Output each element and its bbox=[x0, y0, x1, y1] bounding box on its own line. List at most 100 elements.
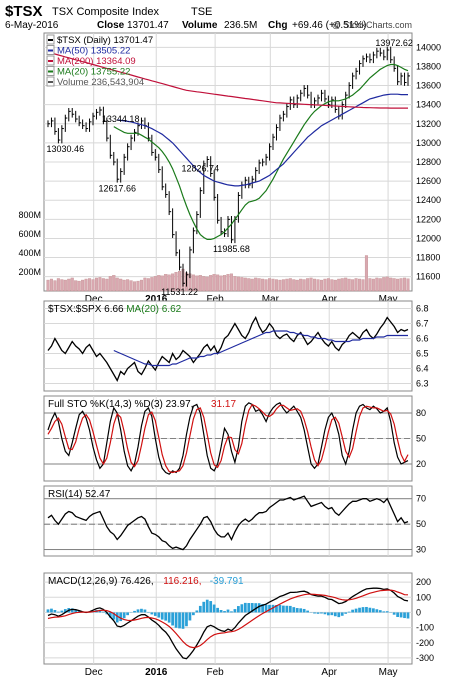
macd-histogram-bar bbox=[285, 606, 288, 613]
y-tick-label: 20 bbox=[416, 459, 426, 469]
macd-histogram-bar bbox=[182, 612, 185, 628]
y-tick-label: 50 bbox=[416, 434, 426, 444]
legend-label-hist: -39.791 bbox=[210, 576, 244, 587]
macd-histogram-bar bbox=[189, 612, 192, 620]
macd-histogram-bar bbox=[303, 609, 306, 612]
volume-bar bbox=[261, 279, 264, 291]
y-tick-label: 70 bbox=[416, 494, 426, 504]
volume-bar bbox=[251, 279, 254, 291]
price-annotation: 12826.74 bbox=[182, 163, 220, 173]
macd-histogram-bar bbox=[313, 612, 316, 613]
volume-bar bbox=[407, 279, 410, 291]
macd-histogram-bar bbox=[168, 612, 171, 622]
macd-histogram-bar bbox=[320, 612, 323, 613]
volume-bar bbox=[147, 278, 150, 291]
macd-histogram-bar bbox=[171, 612, 174, 625]
y-tick-label: 6.4 bbox=[416, 364, 429, 374]
volume-bar bbox=[289, 278, 292, 291]
macd-histogram-bar bbox=[365, 607, 368, 612]
macd-histogram-bar bbox=[334, 612, 337, 616]
volume-bar bbox=[310, 278, 313, 291]
y-tick-label: 13400 bbox=[416, 100, 441, 110]
volume-bar bbox=[112, 275, 115, 291]
volume-bar bbox=[258, 278, 261, 291]
macd-histogram-bar bbox=[386, 611, 389, 612]
macd-histogram-bar bbox=[330, 612, 333, 615]
date-text: 6-May-2016 bbox=[5, 20, 59, 31]
macd-histogram-bar bbox=[140, 609, 143, 613]
macd-histogram-bar bbox=[195, 610, 198, 612]
macd-histogram-bar bbox=[137, 609, 140, 612]
volume-bar bbox=[199, 275, 202, 291]
volume-bar bbox=[109, 276, 112, 291]
volume-bar bbox=[154, 276, 157, 291]
y-tick-label: 30 bbox=[416, 545, 426, 555]
volume-bar bbox=[150, 277, 153, 291]
volume-bar bbox=[369, 278, 372, 291]
y-tick-label: 100 bbox=[416, 592, 431, 602]
legend-label-ma200: MA(200) 13364.09 bbox=[57, 56, 136, 67]
volume-bar bbox=[296, 280, 299, 291]
macd-histogram-bar bbox=[50, 609, 53, 613]
volume-bar bbox=[268, 278, 271, 291]
volume-bar bbox=[67, 279, 70, 291]
macd-histogram-bar bbox=[282, 606, 285, 613]
y-tick-label: 6.7 bbox=[416, 319, 429, 329]
macd-histogram-bar bbox=[54, 610, 57, 612]
legend-label-ma20: MA(20) 6.62 bbox=[126, 304, 181, 315]
x-tick-label: Dec bbox=[85, 667, 103, 678]
macd-histogram-bar bbox=[240, 604, 243, 612]
macd-histogram-bar bbox=[369, 608, 372, 613]
volume-bar bbox=[64, 280, 67, 291]
x-tick-label: Apr bbox=[321, 667, 337, 678]
close-label: Close bbox=[97, 20, 125, 31]
volume-bar bbox=[209, 275, 212, 291]
macd-histogram-bar bbox=[362, 607, 365, 612]
volume-value: 236.5M bbox=[224, 20, 257, 31]
y-tick-label: 12200 bbox=[416, 214, 441, 224]
volume-bar bbox=[123, 280, 126, 291]
volume-bar bbox=[102, 278, 105, 291]
volume-bar bbox=[386, 277, 389, 291]
y-tick-label: 6.6 bbox=[416, 334, 429, 344]
volume-bar bbox=[324, 279, 327, 291]
volume-bar bbox=[247, 278, 250, 291]
macd-histogram-bar bbox=[216, 608, 219, 613]
volume-bar bbox=[237, 277, 240, 291]
volume-bar bbox=[306, 278, 309, 291]
legend-label-price: $TSX (Daily) 13701.47 bbox=[57, 35, 153, 46]
volume-bar bbox=[116, 278, 119, 291]
y-tick-label: 6.3 bbox=[416, 379, 429, 389]
chg-label: Chg bbox=[268, 20, 287, 31]
volume-bar bbox=[279, 280, 282, 291]
volume-bar bbox=[313, 279, 316, 291]
volume-bar bbox=[317, 280, 320, 291]
macd-histogram-bar bbox=[379, 610, 382, 612]
volume-bar bbox=[372, 279, 375, 291]
volume-bar bbox=[254, 278, 257, 291]
y-tick-label: 6.5 bbox=[416, 349, 429, 359]
macd-histogram-bar bbox=[306, 611, 309, 613]
legend-label-d: 31.17 bbox=[211, 399, 236, 410]
volume-bar bbox=[341, 278, 344, 291]
y-tick-label: -200 bbox=[416, 638, 434, 648]
x-tick-label: Mar bbox=[262, 667, 280, 678]
panel-price: 1160011800120001220012400126001280013000… bbox=[18, 33, 441, 305]
volume-bar bbox=[285, 279, 288, 291]
y-tick-label: 200 bbox=[416, 577, 431, 587]
macd-histogram-bar bbox=[324, 612, 327, 614]
volume-bar bbox=[227, 274, 230, 291]
legend-label-ratio: $TSX:$SPX 6.66 bbox=[48, 304, 124, 315]
volume-bar bbox=[334, 280, 337, 291]
macd-histogram-bar bbox=[247, 603, 250, 612]
macd-histogram-bar bbox=[157, 612, 160, 617]
close-value: 13701.47 bbox=[127, 20, 169, 31]
symbol-text: $TSX bbox=[5, 3, 43, 20]
y-tick-label: 13200 bbox=[416, 119, 441, 129]
volume-bar bbox=[133, 282, 136, 291]
x-tick-label: 2016 bbox=[145, 667, 168, 678]
macd-histogram-bar bbox=[47, 609, 50, 612]
